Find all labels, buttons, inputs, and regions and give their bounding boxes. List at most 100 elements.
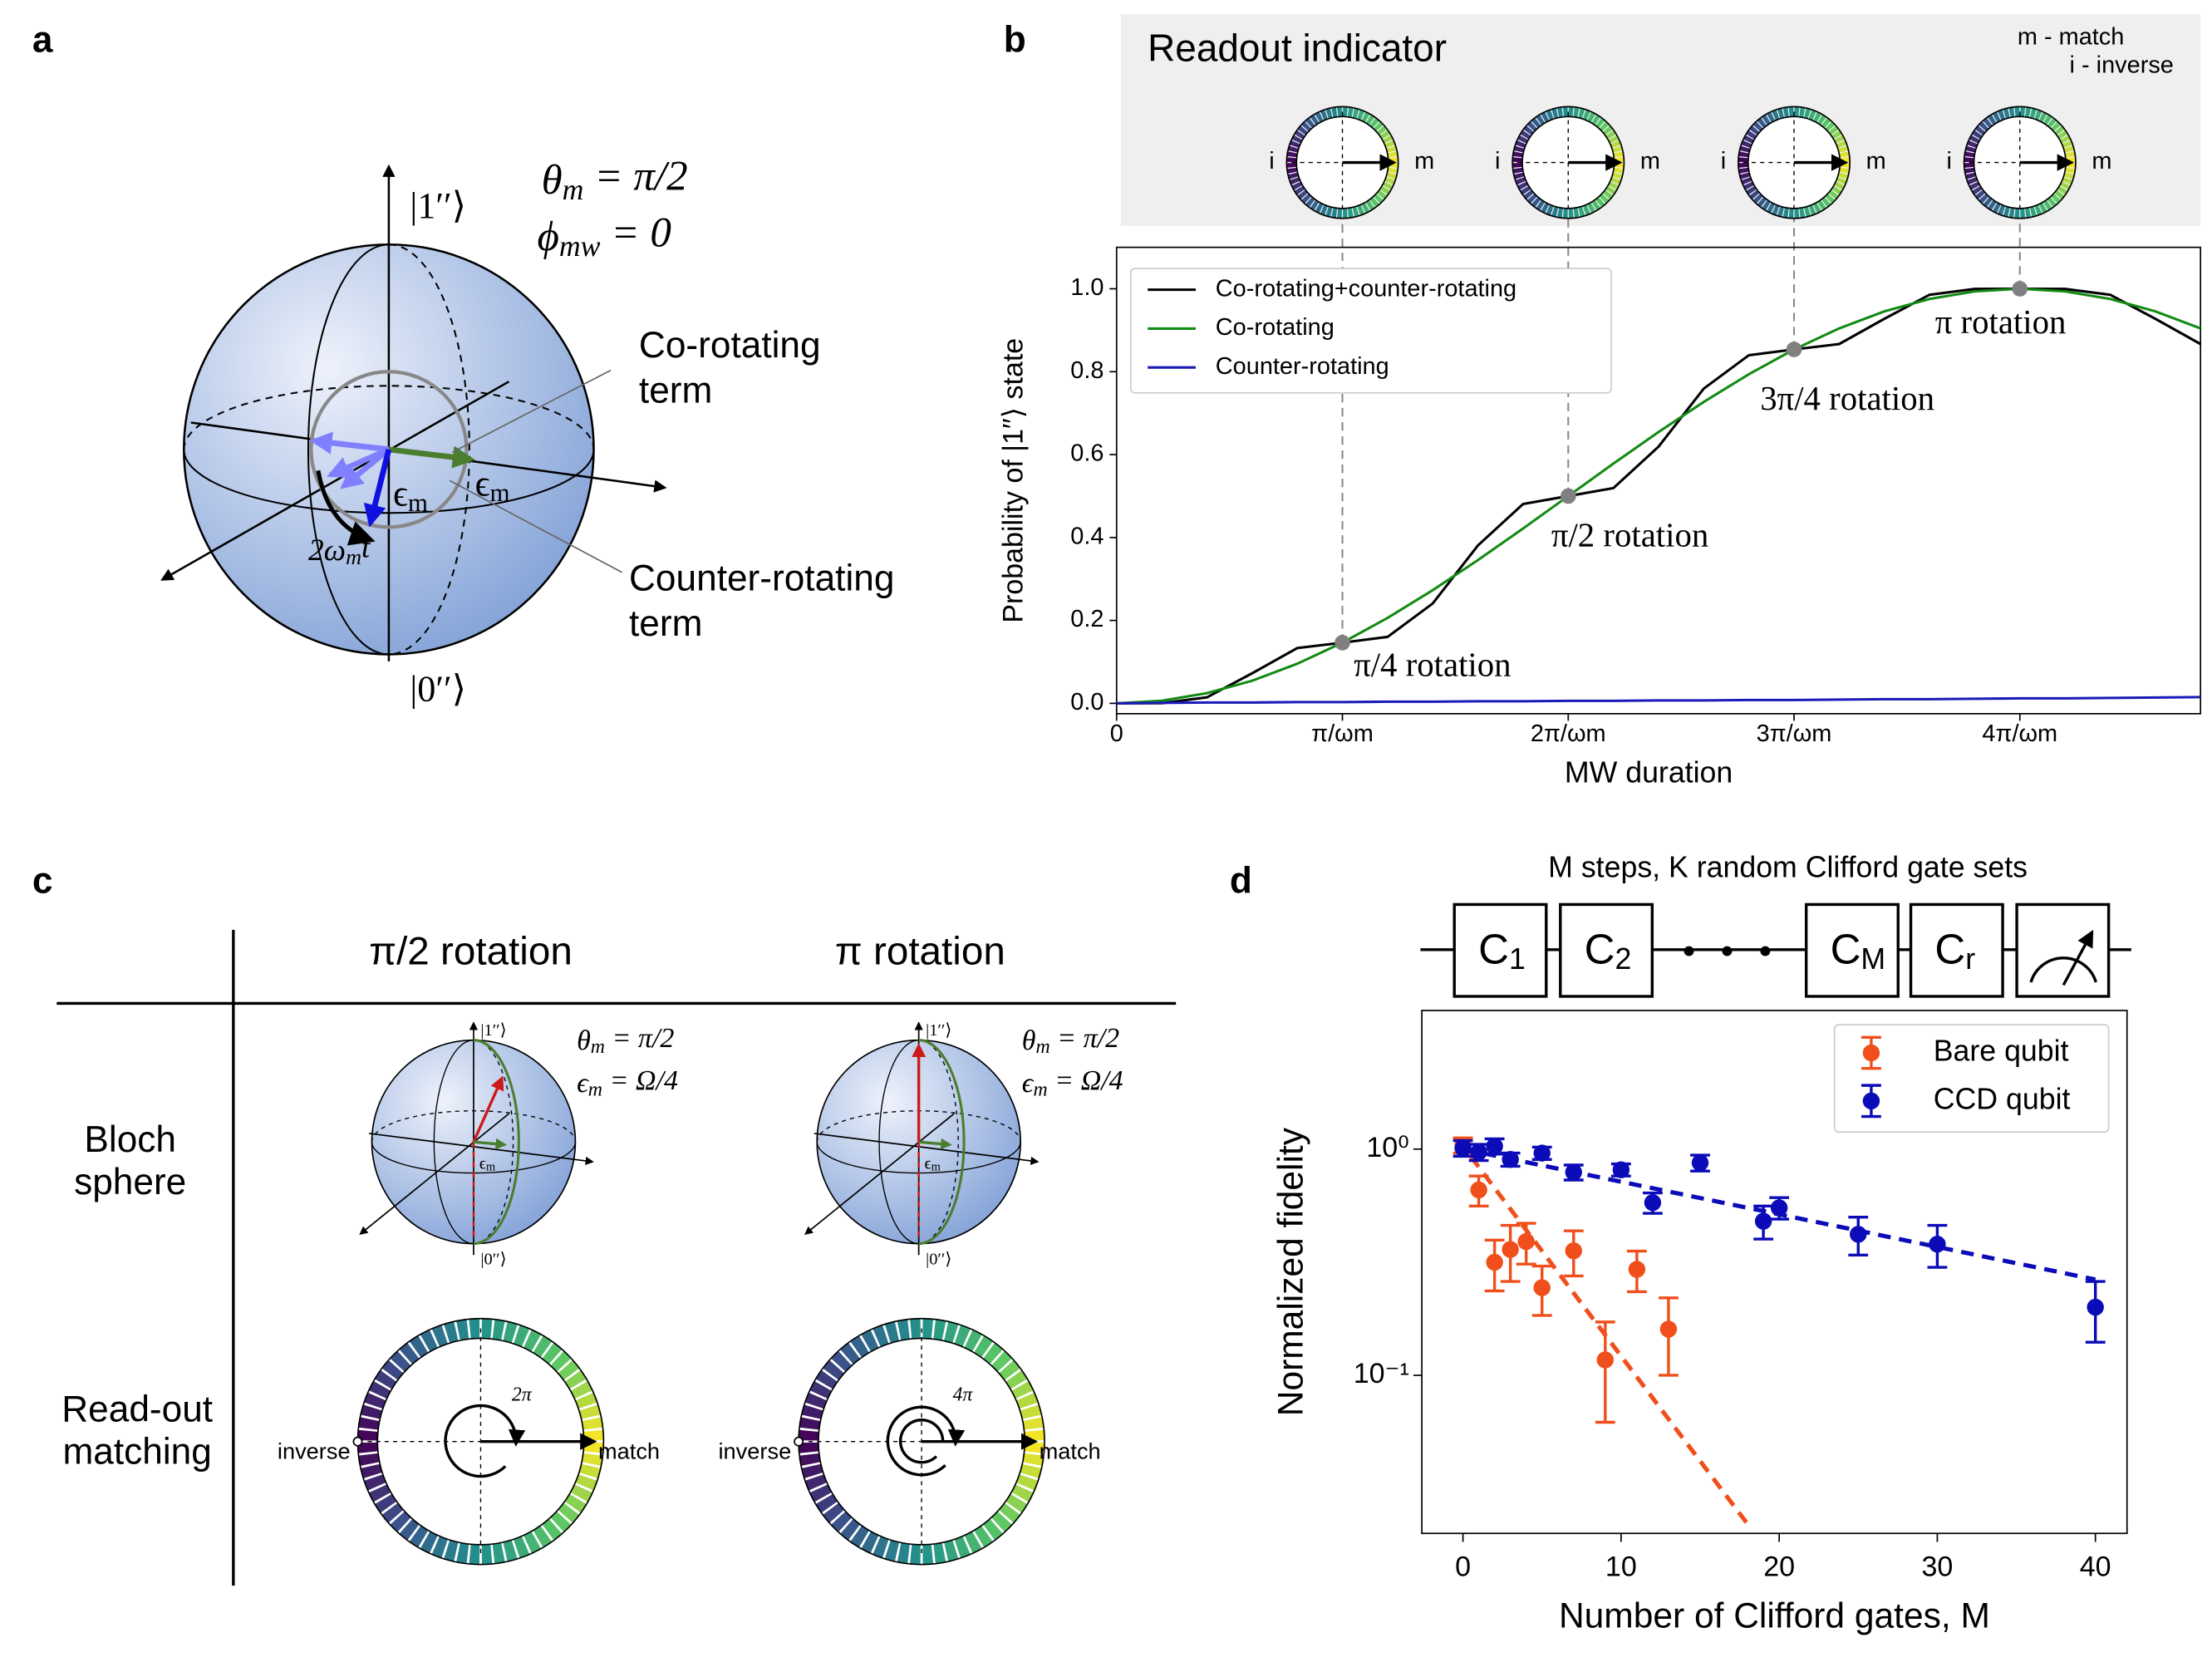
ring-segment <box>2051 193 2062 204</box>
ring-segment <box>999 1502 1020 1523</box>
gate-label: Cr <box>1934 926 1975 976</box>
x-tick-label: 0 <box>1455 1551 1471 1583</box>
ring-segment <box>2063 145 2075 153</box>
equation-part: = π/2 <box>583 153 687 199</box>
ring-segment <box>1369 196 1379 208</box>
ring-edge <box>1737 106 1851 219</box>
ring-segment <box>922 1544 934 1565</box>
ring-segment <box>850 1525 870 1548</box>
ring-segment <box>1536 114 1546 125</box>
turns-label: 4π <box>952 1384 973 1406</box>
ring-segment <box>1743 181 1754 190</box>
ring-segment <box>381 1360 404 1380</box>
ring-segment <box>2057 130 2068 140</box>
ring-segment <box>1746 130 1757 140</box>
epsilon-label-part: m <box>490 478 510 507</box>
ring-segment <box>2034 109 2042 120</box>
ring-segment <box>431 1536 449 1558</box>
ring-segment <box>910 1318 921 1340</box>
ring-segment <box>873 1536 889 1558</box>
ring-segment <box>1828 125 1839 135</box>
ring-segment <box>1825 121 1836 132</box>
ring-segment <box>550 1350 572 1372</box>
ring-segment <box>364 1474 386 1491</box>
ring-segment <box>390 1511 411 1532</box>
ring-segment <box>583 1429 604 1441</box>
readout-note: m - match <box>2018 24 2124 51</box>
ring-segment <box>861 1531 879 1554</box>
meridian-front <box>307 243 389 656</box>
data-point <box>1486 1138 1503 1155</box>
ring-segment <box>954 1325 971 1347</box>
ring-segment <box>575 1392 597 1409</box>
meter-arc <box>2029 956 2097 983</box>
ring-segment <box>1289 177 1300 185</box>
ring-segment <box>1369 117 1379 129</box>
epsilon-label: ϵm <box>393 474 428 517</box>
epsilon-label: ϵm <box>479 1154 495 1174</box>
ring-segment <box>964 1531 982 1554</box>
ring-segment <box>399 1342 420 1365</box>
ring-segment <box>884 1321 900 1344</box>
readout-note: i - inverse <box>2070 52 2174 79</box>
inverse-label: inverse <box>719 1438 792 1463</box>
equation-part: = π/2 <box>605 1023 674 1054</box>
ring-segment <box>1310 114 1320 125</box>
ring-segment <box>1965 145 1977 153</box>
ring-segment <box>1998 204 2006 216</box>
ring-segment <box>897 1542 910 1564</box>
equation-part: = Ω/4 <box>1048 1065 1123 1096</box>
annotation: 3π/4 rotation <box>1760 380 1934 417</box>
ring-segment <box>2008 207 2015 219</box>
ring-segment <box>1839 151 1850 158</box>
x-tick-label: 3π/ωm <box>1757 720 1832 747</box>
ring-segment <box>1536 199 1546 211</box>
ring-segment <box>2064 167 2076 174</box>
ring-label: m <box>1414 148 1434 175</box>
equation: ϵm = Ω/4 <box>577 1065 678 1101</box>
ring-segment <box>1743 135 1754 144</box>
ring-segment <box>2025 106 2032 118</box>
legend-label: CCD qubit <box>1934 1082 2071 1115</box>
data-point <box>1486 1253 1503 1271</box>
annotation: π/4 rotation <box>1354 646 1511 683</box>
x-tick-label: 40 <box>2080 1551 2111 1583</box>
ring-segment <box>1969 135 1980 144</box>
ring-segment <box>1386 172 1398 179</box>
ring-segment <box>1741 140 1752 149</box>
ring-segment <box>2062 177 2073 185</box>
ring-segment <box>2029 108 2037 119</box>
ring-segment <box>1352 108 1359 119</box>
term-label: Co-rotating <box>639 325 821 366</box>
ring-segment <box>2042 114 2052 125</box>
ring-segment <box>357 1442 378 1453</box>
ring-segment <box>1320 204 1328 216</box>
ring-segment <box>982 1342 1003 1365</box>
ring-segment <box>1387 167 1398 174</box>
ring-segment <box>1020 1404 1042 1419</box>
ring-segment <box>578 1404 601 1419</box>
ring-segment <box>1611 145 1623 153</box>
equation-part: θ <box>1022 1025 1036 1056</box>
ring-segment <box>910 1544 921 1565</box>
ring-segment <box>1352 206 1359 218</box>
ring-segment <box>469 1318 480 1340</box>
epsilon-label-part: m <box>486 1161 495 1174</box>
epsilon-label-part: m <box>931 1161 941 1174</box>
ring-segment <box>1821 117 1831 129</box>
y-tick-label: 1.0 <box>1070 274 1104 301</box>
epsilon-label: ϵm <box>924 1154 940 1174</box>
error-bar <box>1595 1320 1615 1424</box>
ring-segment <box>1357 109 1365 120</box>
ring-segment <box>1979 121 1989 132</box>
ring-segment <box>1020 1463 1042 1479</box>
ring-segment <box>1969 181 1980 190</box>
trajectory <box>473 1039 520 1246</box>
ring-segment <box>1834 181 1846 190</box>
epsilon-label-part: ϵ <box>393 474 408 514</box>
ring-segment <box>1803 206 1811 218</box>
ring-segment <box>1974 125 1986 135</box>
ring-segment <box>1287 172 1299 179</box>
data-point <box>1612 1161 1630 1178</box>
